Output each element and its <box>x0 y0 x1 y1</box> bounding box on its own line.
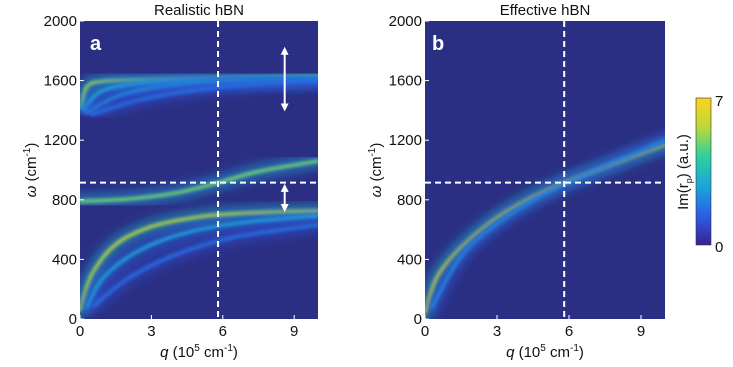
band-curve <box>92 223 318 308</box>
y-tick-label: 0 <box>414 311 422 328</box>
panel-a-letter: a <box>90 33 102 55</box>
panel-b-y-exp: -1 <box>367 147 378 156</box>
panel-b-letter: b <box>432 33 444 55</box>
panel-a-x-symbol: q <box>160 344 169 361</box>
panel-a-y-symbol: ω <box>23 185 40 197</box>
y-tick-label: 1600 <box>389 73 422 90</box>
colorbar-label-sub: p <box>684 178 694 183</box>
x-tick-label: 0 <box>76 323 84 340</box>
panel-b-x-exp: 5 <box>540 343 546 354</box>
y-tick-label: 800 <box>397 192 422 209</box>
panel-a-y-ticks: 0 400 800 1200 1600 2000 <box>44 13 84 328</box>
x-tick-label: 0 <box>421 323 429 340</box>
band-curve <box>80 159 318 203</box>
panel-b-y-close: ) <box>368 143 385 148</box>
band-curve <box>80 209 318 312</box>
panel-b-x-unit: (10 <box>514 344 540 361</box>
colorbar-label: Im(rp) (a.u.) <box>675 134 694 210</box>
panel-b-x-close: ) <box>579 344 584 361</box>
panel-a-y-close: ) <box>23 143 40 148</box>
panel-b-y-unit: (cm <box>368 157 385 186</box>
y-tick-label: 1200 <box>389 132 422 149</box>
x-tick-label: 3 <box>493 323 501 340</box>
y-tick-label: 2000 <box>389 13 422 30</box>
panel-a-y-unit: (cm <box>23 157 40 186</box>
y-tick-label: 400 <box>52 251 77 268</box>
panel-b-x-tail: cm <box>546 344 570 361</box>
panel-b-x-axis-label: q (105 cm-1) <box>506 343 584 361</box>
y-tick-label: 400 <box>397 251 422 268</box>
y-tick-label: 800 <box>52 192 77 209</box>
panel-b-y-ticks: 0 400 800 1200 1600 2000 <box>389 13 429 328</box>
colorbar-gradient <box>695 97 712 246</box>
band-curve <box>430 138 665 309</box>
panel-a: Realistic hBN a 0 400 800 1200 1600 2000 0 3 6 9… <box>22 2 318 361</box>
panel-a-x-unit: (10 <box>168 344 194 361</box>
colorbar-label-prefix: Im(r <box>675 183 692 210</box>
panel-a-y-exp: -1 <box>22 147 33 156</box>
panel-b-x-symbol: q <box>506 344 515 361</box>
panel-a-x-close: ) <box>233 344 238 361</box>
panel-b-reference-lines <box>425 21 665 319</box>
colorbar: 7 0 Im(rp) (a.u.) <box>675 93 723 256</box>
colorbar-max-label: 7 <box>715 93 723 110</box>
panel-a-x-ticks: 0 3 6 9 <box>76 315 298 340</box>
colorbar-min-label: 0 <box>715 239 723 256</box>
panel-a-x-tail-exp: -1 <box>224 343 233 354</box>
x-tick-label: 3 <box>147 323 155 340</box>
y-tick-label: 2000 <box>44 13 77 30</box>
panel-b-title: Effective hBN <box>500 2 591 19</box>
panel-b-plot-area <box>425 21 665 319</box>
panel-b-x-ticks: 0 3 6 9 <box>421 315 645 340</box>
x-tick-label: 6 <box>565 323 573 340</box>
y-tick-label: 0 <box>69 311 77 328</box>
panel-a-x-tail: cm <box>200 344 224 361</box>
panel-a-title: Realistic hBN <box>154 2 244 19</box>
band-curve <box>85 214 318 309</box>
y-tick-label: 1200 <box>44 132 77 149</box>
panel-b: Effective hBN b 0 400 800 1200 1600 2000 0 3 6 9… <box>367 2 665 361</box>
x-tick-label: 6 <box>219 323 227 340</box>
panel-a-x-exp: 5 <box>194 343 200 354</box>
panel-b-y-axis-label: ω (cm-1) <box>367 143 385 198</box>
panel-a-x-axis-label: q (105 cm-1) <box>160 343 238 361</box>
x-tick-label: 9 <box>290 323 298 340</box>
colorbar-label-suffix: ) (a.u.) <box>675 134 692 178</box>
panel-a-y-axis-label: ω (cm-1) <box>22 143 40 198</box>
panel-b-y-symbol: ω <box>368 185 385 197</box>
panel-b-x-tail-exp: -1 <box>570 343 579 354</box>
panel-b-bands <box>425 133 665 319</box>
y-tick-label: 1600 <box>44 73 77 90</box>
x-tick-label: 9 <box>637 323 645 340</box>
